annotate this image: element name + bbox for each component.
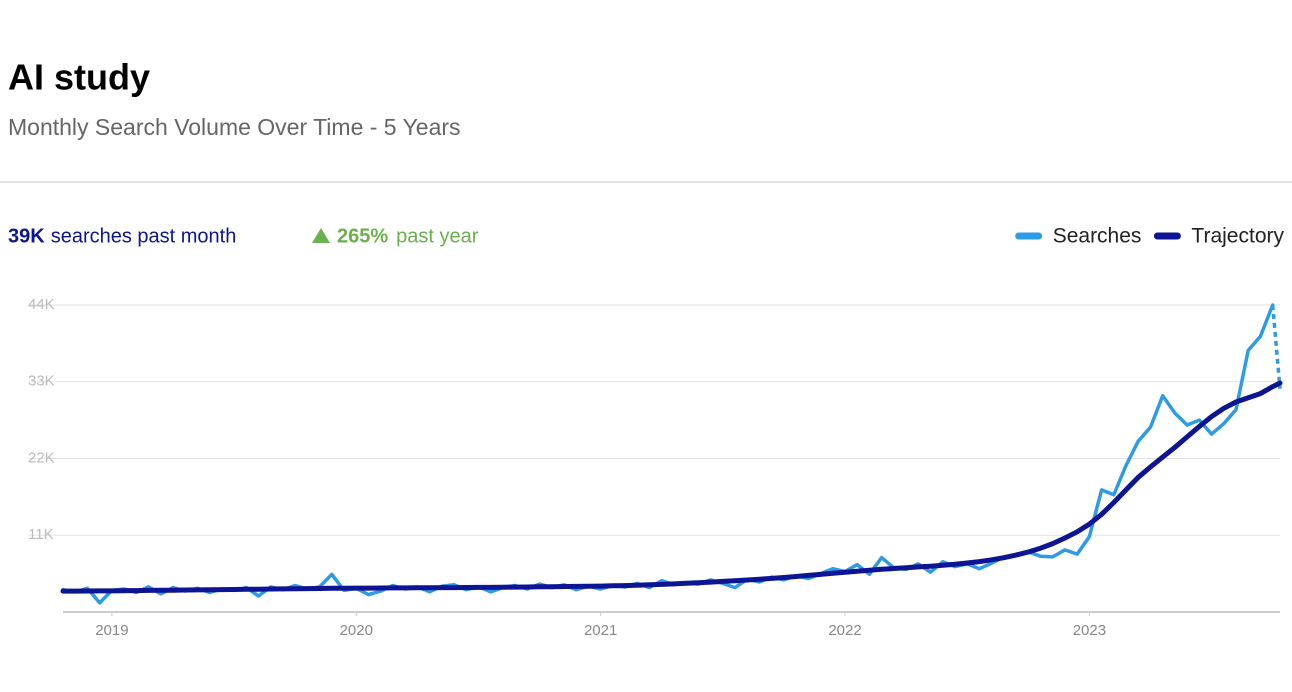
x-tick-label: 2022 (828, 622, 861, 639)
up-arrow (312, 228, 330, 243)
y-tick-label: 11K (28, 526, 54, 543)
change-text: past year (396, 225, 479, 247)
change-value: 265% (337, 225, 388, 247)
legend-label: Trajectory (1191, 225, 1284, 248)
chart-title: AI study (8, 57, 150, 98)
projected-segment (1270, 304, 1282, 389)
chart-subtitle: Monthly Search Volume Over Time - 5 Year… (8, 114, 461, 140)
series-line (60, 380, 1283, 594)
month-value: 39K (8, 225, 45, 247)
month-text: searches past month (51, 225, 237, 247)
legend-label: Searches (1053, 225, 1142, 248)
x-tick-label: 2023 (1073, 622, 1106, 639)
y-tick-label: 22K (28, 449, 55, 466)
x-tick-label: 2021 (584, 622, 617, 639)
x-tick-label: 2020 (340, 622, 373, 639)
x-tick-label: 2019 (95, 622, 128, 639)
y-tick-label: 44K (28, 296, 55, 313)
y-tick-label: 33K (28, 373, 55, 390)
series-line (61, 303, 1275, 605)
